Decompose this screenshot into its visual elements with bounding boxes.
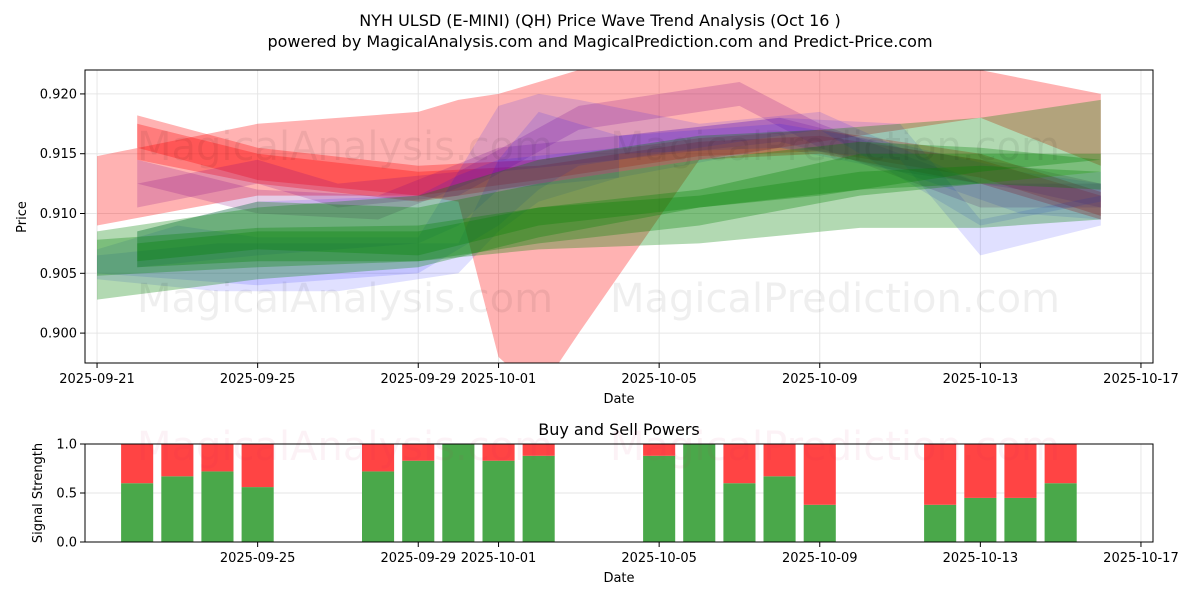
price-x-tick-label: 2025-10-17 — [1103, 372, 1179, 387]
price-x-tick-label: 2025-09-25 — [220, 372, 296, 387]
buy-power-bar — [803, 504, 836, 542]
buy-power-bar — [964, 497, 997, 542]
power-x-tick-label: 2025-10-05 — [621, 551, 697, 566]
power-y-tick-label: 0.5 — [56, 487, 77, 502]
power-chart-title: Buy and Sell Powers — [538, 420, 700, 439]
buy-power-bar — [683, 444, 716, 542]
price-grid — [85, 70, 1153, 363]
price-y-tick-label: 0.910 — [40, 207, 77, 222]
sell-power-bar — [402, 444, 435, 461]
sell-power-bar — [482, 444, 515, 461]
watermark-prediction-top: MagicalPrediction.com — [610, 124, 1060, 170]
power-x-tick-label: 2025-10-13 — [943, 551, 1019, 566]
buy-power-bar — [121, 483, 154, 542]
buy-power-bar — [643, 455, 676, 542]
sell-power-bar — [964, 444, 997, 498]
buy-power-bar — [442, 444, 475, 542]
wave-band-blue-5 — [97, 93, 1101, 286]
watermark-prediction-bottom: MagicalPrediction.com — [610, 424, 1060, 470]
sell-power-bar — [362, 444, 395, 472]
sell-power-bar — [723, 444, 756, 484]
price-x-tick-label: 2025-10-09 — [782, 372, 858, 387]
power-bars — [121, 444, 1077, 542]
price-x-label: Date — [603, 392, 634, 407]
watermark-prediction-mid: MagicalPrediction.com — [610, 276, 1060, 322]
price-y-label: Price — [15, 201, 30, 233]
power-x-tick-label: 2025-10-01 — [461, 551, 537, 566]
price-x-tick-label: 2025-10-05 — [621, 372, 697, 387]
wave-band-purple-4 — [137, 117, 1101, 220]
wave-band-red-1 — [137, 123, 1101, 220]
sell-power-bar — [522, 444, 555, 456]
buy-power-bar — [201, 471, 234, 542]
power-x-tick-label: 2025-10-09 — [782, 551, 858, 566]
wave-band-blue-6 — [97, 111, 1101, 292]
sell-power-bar — [924, 444, 957, 505]
buy-power-bar — [723, 483, 756, 542]
chart-title: NYH ULSD (E-MINI) (QH) Price Wave Trend … — [359, 11, 841, 30]
price-y-tick-label: 0.920 — [40, 87, 77, 102]
sell-power-bar — [1044, 444, 1077, 484]
buy-power-bar — [1004, 497, 1037, 542]
watermark-analysis-mid: MagicalAnalysis.com — [137, 276, 553, 322]
buy-power-bar — [924, 504, 957, 542]
price-x-axis: 2025-09-21 2025-09-25 2025-09-29 2025-10-01… — [59, 363, 1179, 387]
wave-band-green-11 — [97, 165, 1101, 276]
wave-band-purple-3 — [137, 82, 1101, 208]
buy-power-bar — [763, 476, 796, 542]
buy-power-bar — [241, 487, 274, 542]
sell-power-bar — [1004, 444, 1037, 498]
price-x-tick-label: 2025-09-29 — [380, 372, 456, 387]
buy-power-bar — [161, 476, 194, 542]
price-plot-frame — [84, 69, 1154, 364]
sell-power-bar — [763, 444, 796, 477]
power-x-axis: 2025-09-25 2025-09-29 2025-10-01 2025-10-05… — [220, 542, 1179, 566]
sell-power-bar — [643, 444, 676, 456]
power-x-tick-label: 2025-09-25 — [220, 551, 296, 566]
power-y-label: Signal Strength — [31, 443, 46, 543]
price-x-tick-label: 2025-10-01 — [461, 372, 537, 387]
power-x-tick-label: 2025-09-29 — [380, 551, 456, 566]
chart-subtitle: powered by MagicalAnalysis.com and Magic… — [267, 32, 932, 51]
power-y-axis: 0.0 0.5 1.0 — [56, 438, 85, 551]
buy-power-bar — [402, 460, 435, 542]
sell-power-bar — [201, 444, 234, 472]
wave-band-green-10 — [137, 141, 1101, 262]
sell-power-bar — [241, 444, 274, 488]
sell-power-bar — [803, 444, 836, 505]
price-wave-bands — [97, 70, 1101, 363]
sell-power-bar — [161, 444, 194, 477]
buy-power-bar — [482, 460, 515, 542]
power-x-label: Date — [603, 571, 634, 586]
power-x-tick-label: 2025-10-17 — [1103, 551, 1179, 566]
wave-band-green-8 — [97, 99, 1101, 300]
price-x-tick-label: 2025-10-13 — [943, 372, 1019, 387]
watermark-analysis-bottom: MagicalAnalysis.com — [137, 424, 553, 470]
price-x-tick-label: 2025-09-21 — [59, 372, 135, 387]
buy-power-bar — [522, 455, 555, 542]
wave-band-green-9 — [137, 153, 1101, 268]
watermark-analysis-top: MagicalAnalysis.com — [137, 124, 553, 170]
wave-band-red-0 — [97, 70, 1101, 363]
price-y-tick-label: 0.905 — [40, 267, 77, 282]
price-y-tick-label: 0.915 — [40, 147, 77, 162]
price-y-tick-label: 0.900 — [40, 327, 77, 342]
power-y-tick-label: 1.0 — [56, 438, 77, 453]
sell-power-bar — [121, 444, 154, 484]
wave-band-red-2 — [137, 115, 1101, 216]
buy-power-bar — [1044, 483, 1077, 542]
buy-power-bar — [362, 471, 395, 542]
wave-band-blue-7 — [137, 123, 1101, 268]
price-y-axis: 0.900 0.905 0.910 0.915 0.920 — [40, 87, 85, 342]
power-y-tick-label: 0.0 — [56, 536, 77, 551]
